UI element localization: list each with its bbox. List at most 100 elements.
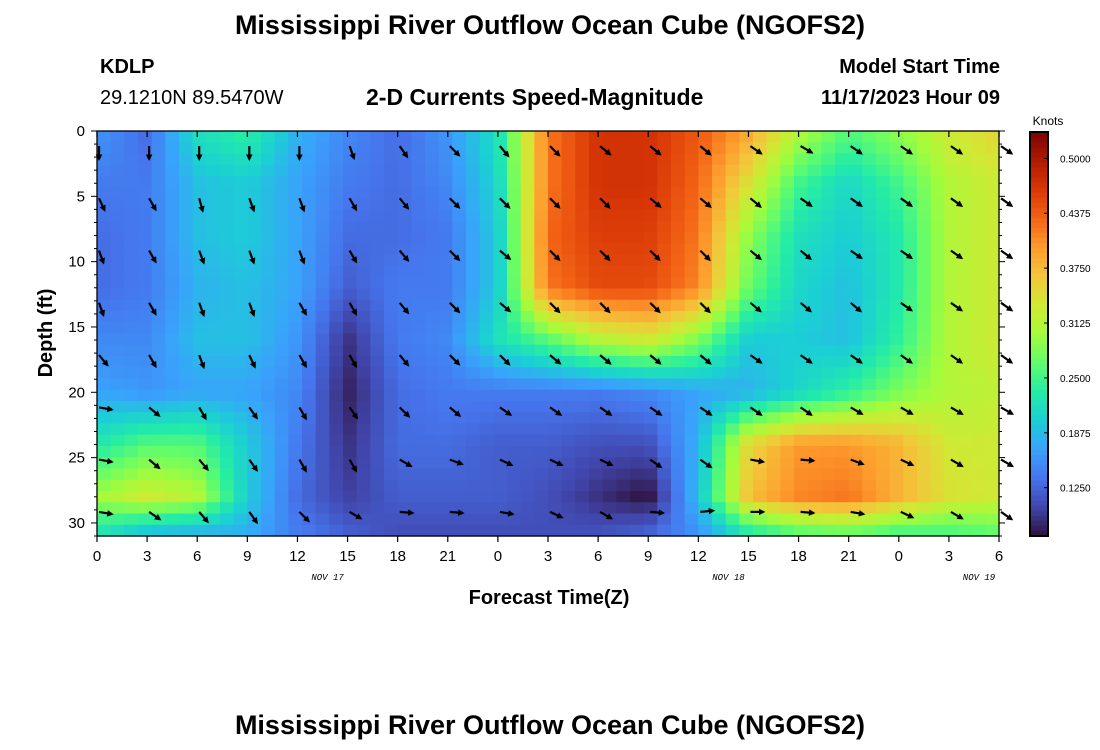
heatmap-cell <box>821 344 836 357</box>
heatmap-cell <box>411 164 426 177</box>
heatmap-cell <box>698 479 713 492</box>
heatmap-cell <box>848 131 863 143</box>
colorbar-segment <box>1030 177 1048 184</box>
heatmap-cell <box>97 164 112 177</box>
heatmap-cell <box>780 209 795 222</box>
heatmap-cell <box>725 153 740 166</box>
heatmap-cell <box>302 423 317 436</box>
heatmap-cell <box>520 153 535 166</box>
colorbar-segment <box>1030 243 1048 249</box>
heatmap-cell <box>329 288 344 301</box>
heatmap-cell <box>889 311 904 323</box>
heatmap-cell <box>261 198 276 211</box>
heatmap-cell <box>274 221 289 233</box>
heatmap-cell <box>534 322 549 335</box>
heatmap-cell <box>288 232 303 245</box>
heatmap-cell <box>370 401 385 413</box>
heatmap-cell <box>165 187 180 200</box>
heatmap-cell <box>479 277 494 290</box>
heatmap-cell <box>356 446 371 458</box>
heatmap-cell <box>780 266 795 278</box>
heatmap-cell <box>848 209 863 222</box>
heatmap-cell <box>657 524 672 537</box>
heatmap-cell <box>671 232 686 245</box>
heatmap-cell <box>261 356 276 368</box>
heatmap-cell <box>889 164 904 177</box>
heatmap-cell <box>698 401 713 413</box>
current-vector-arrow <box>399 458 413 468</box>
heatmap-cell <box>712 221 727 233</box>
heatmap-cell <box>794 243 809 256</box>
heatmap-cell <box>917 491 932 503</box>
date-label: NOV 17 <box>311 573 344 583</box>
heatmap-cell <box>288 209 303 222</box>
heatmap-cell <box>575 221 590 233</box>
heatmap-cell <box>479 187 494 200</box>
heatmap-cell <box>602 491 617 503</box>
heatmap-cell <box>671 153 686 166</box>
heatmap-cell <box>425 434 440 447</box>
heatmap-cell <box>397 164 412 177</box>
heatmap-cell <box>151 502 166 515</box>
heatmap-cell <box>452 232 467 245</box>
heatmap-cell <box>575 311 590 323</box>
heatmap-cell <box>917 277 932 290</box>
heatmap-cell <box>561 221 576 233</box>
heatmap-cell <box>944 344 959 357</box>
heatmap-cell <box>985 491 1000 503</box>
heatmap-cell <box>138 446 153 458</box>
heatmap-cell <box>725 277 740 290</box>
heatmap-cell <box>206 378 221 391</box>
current-vector-arrow <box>198 250 206 265</box>
heatmap-cell <box>288 333 303 346</box>
heatmap-cell <box>917 288 932 301</box>
heatmap-cell <box>315 446 330 458</box>
heatmap-cell <box>589 434 604 447</box>
current-vector-arrow <box>950 301 964 312</box>
current-vector-arrow <box>449 302 461 314</box>
heatmap-cell <box>274 524 289 537</box>
heatmap-cell <box>288 412 303 425</box>
heatmap-cell <box>602 333 617 346</box>
heatmap-cell <box>807 367 822 380</box>
heatmap-cell <box>438 254 453 267</box>
heatmap-cell <box>206 446 221 458</box>
heatmap-cell <box>835 457 850 470</box>
heatmap-cell <box>794 457 809 470</box>
heatmap-cell <box>821 299 836 312</box>
current-vector-arrow <box>398 145 409 159</box>
heatmap-cell <box>274 446 289 458</box>
current-vector-arrow <box>449 354 461 366</box>
current-vector-arrow <box>248 302 256 317</box>
heatmap-cell <box>507 153 522 166</box>
heatmap-cell <box>889 254 904 267</box>
heatmap-cell <box>561 266 576 278</box>
heatmap-cell <box>315 153 330 166</box>
heatmap-cell <box>110 299 125 312</box>
heatmap-cell <box>930 142 945 155</box>
current-vector-arrow <box>599 458 614 467</box>
heatmap-cell <box>411 468 426 481</box>
heatmap-cell <box>206 322 221 335</box>
heatmap-cell <box>917 131 932 143</box>
heatmap-cell <box>917 187 932 200</box>
heatmap-cell <box>411 254 426 267</box>
x-tick-label: 12 <box>289 548 306 565</box>
heatmap-cell <box>548 243 563 256</box>
heatmap-cell <box>712 412 727 425</box>
current-vector-arrow <box>148 250 157 264</box>
heatmap-cell <box>370 333 385 346</box>
heatmap-cell <box>684 176 699 188</box>
heatmap-cell <box>397 277 412 290</box>
heatmap-cell <box>247 232 262 245</box>
heatmap-cell <box>780 468 795 481</box>
heatmap-cell <box>493 131 508 143</box>
heatmap-cell <box>411 502 426 515</box>
heatmap-cell <box>985 423 1000 436</box>
colorbar-segment <box>1030 409 1048 416</box>
heatmap-cell <box>425 164 440 177</box>
heatmap-cell <box>384 378 399 391</box>
heatmap-cell <box>247 153 262 166</box>
heatmap-cell <box>930 153 945 166</box>
heatmap-cell <box>917 502 932 515</box>
